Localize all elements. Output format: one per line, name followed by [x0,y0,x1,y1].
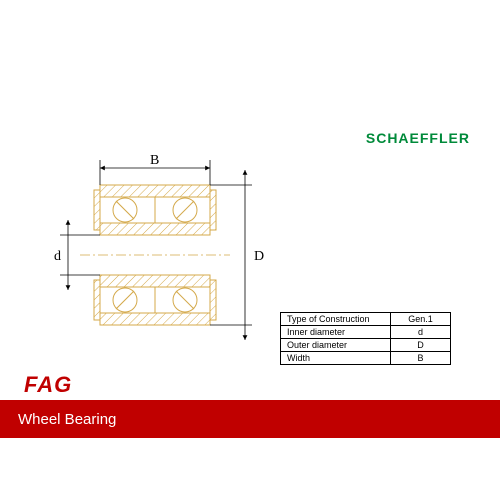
dim-outer-label: D [254,249,264,264]
table-row: Type of Construction Gen.1 [281,313,451,326]
cell-value: Gen.1 [391,313,451,326]
spec-table: Type of Construction Gen.1 Inner diamete… [280,312,451,365]
brand-top-text: SCHAEFFLER [366,130,470,146]
cell-param: Outer diameter [281,339,391,352]
cell-value: D [391,339,451,352]
cell-param: Width [281,352,391,365]
brand-schaeffler: SCHAEFFLER [366,130,470,146]
table-row: Width B [281,352,451,365]
cell-param: Type of Construction [281,313,391,326]
cell-value: d [391,326,451,339]
bearing-diagram: B d D [40,150,270,360]
brand-fag: FAG [24,372,72,398]
brand-bottom-text: FAG [24,372,72,397]
product-card: SCHAEFFLER [0,0,500,500]
dim-inner-label: d [54,249,61,264]
cell-param: Inner diameter [281,326,391,339]
table-row: Inner diameter d [281,326,451,339]
dim-width-label: B [150,153,159,168]
footer-bar: Wheel Bearing [0,400,500,438]
table-row: Outer diameter D [281,339,451,352]
cell-value: B [391,352,451,365]
footer-label: Wheel Bearing [18,411,116,428]
